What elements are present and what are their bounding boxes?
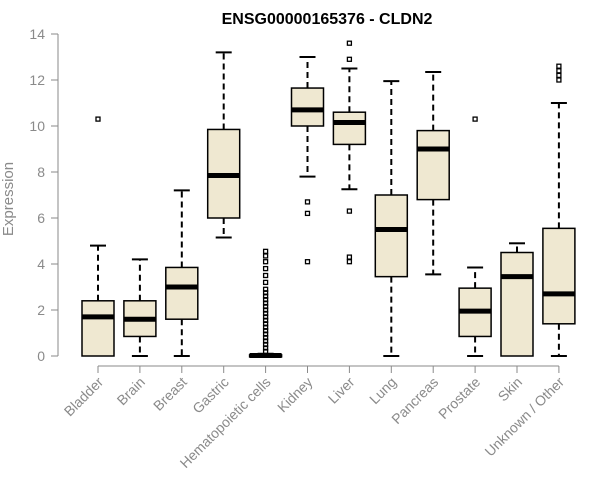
- outlier-point: [304, 210, 311, 217]
- box-group: [500, 242, 534, 357]
- y-tick-label: 12: [29, 72, 45, 88]
- box-group: [165, 189, 199, 357]
- box-group: [416, 70, 450, 276]
- outlier-point: [346, 56, 353, 62]
- box-group: [332, 40, 367, 265]
- outlier-point: [262, 286, 269, 292]
- box-group: [206, 51, 241, 239]
- x-tick-label: Skin: [495, 374, 526, 405]
- box: [500, 251, 534, 357]
- box-group: [290, 56, 325, 265]
- box-group: [458, 116, 492, 357]
- x-tick-label: Unknown / Other: [481, 374, 567, 460]
- x-tick-label: Brain: [114, 374, 148, 408]
- x-tick-label: Pancreas: [388, 374, 441, 427]
- x-tick-label: Kidney: [274, 374, 316, 416]
- box-group: [248, 248, 283, 359]
- outlier-point: [262, 265, 269, 272]
- outlier-point: [304, 199, 311, 205]
- outlier-point: [556, 77, 562, 83]
- y-axis-label: Expression: [0, 162, 17, 236]
- outlier-point: [262, 259, 269, 265]
- outlier-point: [262, 272, 269, 279]
- box-group: [123, 258, 157, 357]
- outlier-point: [346, 259, 353, 265]
- y-axis: 0 2 4 6 8 10 12 14: [29, 26, 59, 364]
- x-tick-label: Lung: [366, 374, 399, 407]
- box: [332, 111, 367, 146]
- outlier-point: [346, 254, 353, 260]
- box-group: [81, 116, 115, 357]
- box: [290, 87, 325, 127]
- box-group: [374, 80, 409, 357]
- box: [416, 129, 450, 201]
- outlier-point: [556, 68, 562, 74]
- x-tick-label: Liver: [325, 374, 358, 407]
- outlier-point: [346, 40, 353, 46]
- outlier-point: [346, 208, 353, 214]
- outlier-point: [262, 279, 269, 286]
- outlier-point: [262, 253, 269, 259]
- box-group: [542, 63, 576, 357]
- box: [165, 266, 199, 320]
- x-tick-label: Breast: [150, 374, 190, 414]
- box: [81, 300, 115, 357]
- chart-title: ENSG00000165376 - CLDN2: [222, 11, 433, 28]
- x-tick-label: Bladder: [61, 374, 107, 420]
- y-tick-label: 8: [37, 164, 45, 180]
- y-tick-label: 4: [37, 256, 45, 272]
- y-tick-label: 0: [37, 348, 45, 364]
- outlier-point: [556, 72, 562, 79]
- boxes: [81, 40, 576, 359]
- y-tick-label: 6: [37, 210, 45, 226]
- outlier-point: [262, 248, 269, 255]
- x-tick-label: Prostate: [435, 374, 483, 422]
- outlier-point: [95, 116, 101, 122]
- y-tick-label: 10: [29, 118, 45, 134]
- outlier-point: [472, 116, 478, 122]
- outlier-point: [556, 63, 562, 69]
- y-tick-label: 2: [37, 302, 45, 318]
- box: [542, 227, 576, 325]
- y-tick-label: 14: [29, 26, 45, 42]
- box: [374, 194, 409, 278]
- outlier-point: [304, 259, 311, 265]
